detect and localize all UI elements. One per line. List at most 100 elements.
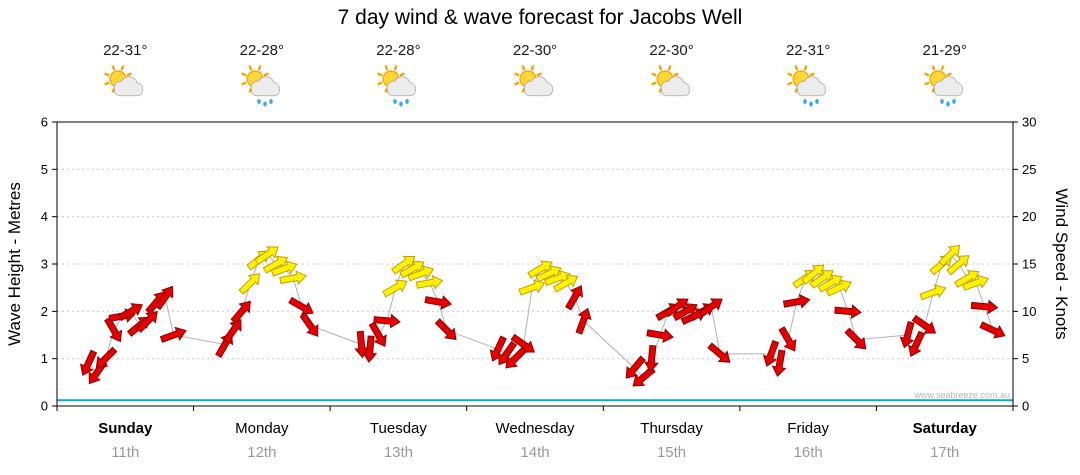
wind-arrow xyxy=(646,328,674,343)
svg-text:10: 10 xyxy=(1022,304,1036,319)
wind-arrow xyxy=(222,318,242,344)
wind-arrow xyxy=(643,344,659,373)
day-temp-label: 21-29° xyxy=(922,42,967,59)
wind-arrow xyxy=(911,314,937,334)
day-date-label: 17th xyxy=(930,444,960,461)
wind-arrow xyxy=(707,342,731,363)
svg-text:15: 15 xyxy=(1022,257,1036,272)
wind-arrow xyxy=(159,326,187,343)
sun-cloud-rain-icon xyxy=(241,65,280,107)
wind-arrow xyxy=(299,312,319,337)
wind-arrow xyxy=(510,333,535,353)
wind-arrow xyxy=(899,321,915,349)
wind-arrow xyxy=(434,318,457,341)
wind-arrow xyxy=(575,307,592,335)
wind-arrow xyxy=(946,255,970,276)
weather-icon xyxy=(784,64,832,108)
wind-arrow xyxy=(825,279,852,297)
day-name-label: Wednesday xyxy=(495,420,575,437)
wind-arrow xyxy=(625,355,646,379)
day-temp-label: 22-28° xyxy=(239,42,285,59)
day-name-label: Tuesday xyxy=(369,420,427,437)
day-date-label: 14th xyxy=(520,444,550,461)
svg-text:25: 25 xyxy=(1022,162,1036,177)
gridlines xyxy=(57,168,1013,360)
sun-cloud-rain-icon xyxy=(787,65,827,107)
page-title: 7 day wind & wave forecast for Jacobs We… xyxy=(337,6,743,29)
svg-text:0: 0 xyxy=(1022,399,1029,414)
day-name-label: Friday xyxy=(787,420,829,437)
svg-text:5: 5 xyxy=(41,162,48,177)
wind-arrow xyxy=(95,346,118,369)
day-temp-label: 22-30° xyxy=(512,42,558,59)
wind-arrow xyxy=(698,298,723,318)
day-date-label: 12th xyxy=(247,444,277,461)
wind-arrow xyxy=(844,327,867,350)
day-name-label: Sunday xyxy=(98,420,153,437)
svg-text:4: 4 xyxy=(41,209,48,224)
wind-arrow xyxy=(919,284,947,301)
wind-arrow xyxy=(782,293,811,309)
wind-arrow xyxy=(415,274,444,290)
wind-arrow xyxy=(104,316,123,343)
day-boundary-ticks xyxy=(56,406,1014,411)
weather-icon xyxy=(511,64,559,108)
wind-arrow xyxy=(424,295,452,310)
wind-arrow xyxy=(565,285,584,311)
day-temp-label: 22-31° xyxy=(785,42,831,59)
wind-arrow xyxy=(80,349,98,376)
wind-arrow xyxy=(230,300,251,324)
wind-arrow xyxy=(771,349,787,378)
wind-arrow xyxy=(154,285,174,311)
wind-arrow xyxy=(778,326,797,352)
right-axis-ticks xyxy=(1013,121,1018,407)
wind-arrow xyxy=(762,340,780,367)
day-date-label: 11th xyxy=(111,444,140,461)
svg-text:2: 2 xyxy=(41,304,48,319)
right-axis-tick-labels: 0 5 10 15 20 25 30 xyxy=(1022,115,1036,414)
left-axis-tick-labels: 0 1 2 3 4 5 6 xyxy=(41,115,48,414)
sun-cloud-icon xyxy=(104,65,144,97)
wind-arrow xyxy=(505,346,528,369)
sun-cloud-icon xyxy=(514,65,554,97)
sun-cloud-rain-icon xyxy=(377,65,417,107)
wind-arrow xyxy=(979,321,1006,339)
wind-arrow xyxy=(407,265,435,282)
wind-arrow xyxy=(254,246,279,266)
wind-arrow xyxy=(518,279,546,296)
chart-frame xyxy=(56,121,1014,407)
watermark: www.seabreeze.com.au xyxy=(914,390,1010,400)
wind-arrow xyxy=(270,260,298,277)
wind-arrow xyxy=(970,299,999,315)
sun-cloud-icon xyxy=(650,65,690,97)
sun-cloud-rain-icon xyxy=(923,65,963,107)
svg-text:3: 3 xyxy=(41,257,48,272)
svg-text:1: 1 xyxy=(41,351,48,366)
wind-arrow xyxy=(938,244,961,267)
wind-arrow xyxy=(834,304,862,320)
svg-text:30: 30 xyxy=(1022,115,1036,130)
wind-arrow xyxy=(908,330,926,358)
wind-arrow xyxy=(135,311,158,333)
day-date-label: 13th xyxy=(383,444,414,461)
day-name-label: Monday xyxy=(235,420,289,437)
wind-arrow xyxy=(552,274,579,293)
wind-arrow xyxy=(362,335,378,364)
day-temp-label: 22-30° xyxy=(649,42,694,59)
weather-icon xyxy=(238,64,286,108)
svg-text:6: 6 xyxy=(41,115,48,130)
day-date-label: 16th xyxy=(793,444,823,461)
svg-text:20: 20 xyxy=(1022,209,1036,224)
wind-arrow xyxy=(117,303,143,322)
day-date-label: 15th xyxy=(656,444,687,461)
svg-text:0: 0 xyxy=(41,399,48,414)
wind-arrow xyxy=(288,296,314,315)
wind-arrows xyxy=(80,244,1006,387)
day-temp-label: 22-28° xyxy=(376,42,421,59)
weather-icon xyxy=(374,64,422,108)
wind-arrow xyxy=(962,274,990,291)
wind-arrow xyxy=(279,270,307,285)
